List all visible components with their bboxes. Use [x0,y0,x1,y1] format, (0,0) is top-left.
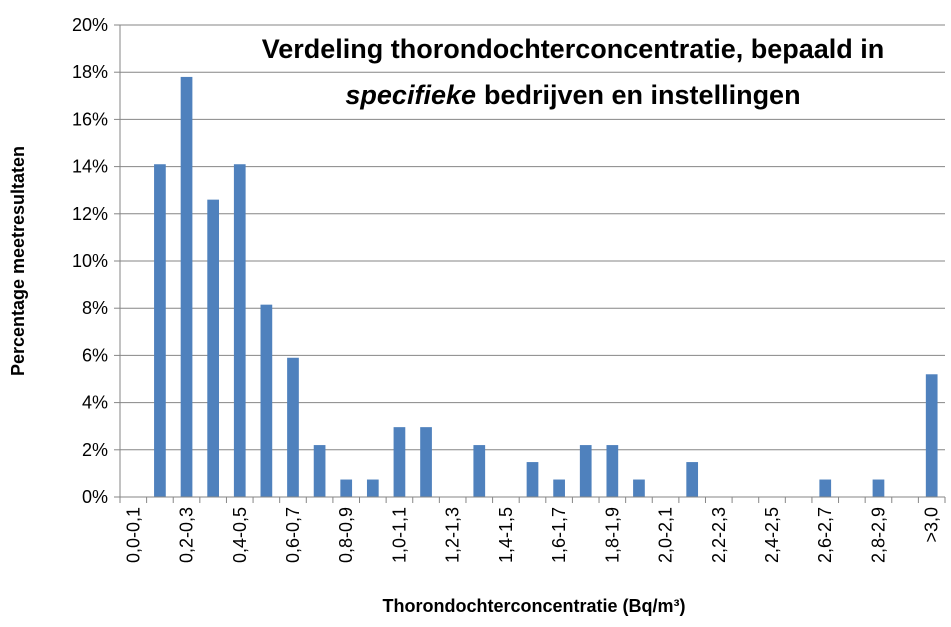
chart-title-rest: bedrijven en instellingen [484,80,801,110]
y-tick-label: 12% [72,204,108,224]
x-tick-label: 0,0-0,1 [123,507,143,563]
bar [553,479,565,497]
x-tick-label: 2,2-2,3 [709,507,729,563]
y-tick-label: 20% [72,15,108,35]
x-tick-label: 1,4-1,5 [496,507,516,563]
bar [233,164,246,498]
bar [872,479,885,497]
bar [579,445,592,497]
x-tick-label: 0,2-0,3 [177,507,197,563]
y-tick-label: 18% [72,62,108,82]
bar [366,479,379,497]
bar [287,357,299,497]
x-tick-label: 1,8-1,9 [602,507,622,563]
y-tick-label: 8% [82,298,108,318]
x-axis-label: Thorondochterconcentratie (Bq/m³) [382,596,685,616]
bar [260,304,273,497]
x-tick-label: 0,8-0,9 [336,507,356,563]
x-tick-label: 2,4-2,5 [762,507,782,563]
x-tick-label: 2,0-2,1 [656,507,676,563]
bar [473,445,486,497]
x-tick-label: 2,8-2,9 [868,507,888,563]
bar [606,445,619,497]
y-tick-label: 14% [72,157,108,177]
bar [420,427,432,497]
bar [313,445,326,497]
x-tick-label: 0,6-0,7 [283,507,303,563]
y-tick-label: 0% [82,487,108,507]
y-tick-label: 10% [72,251,108,271]
bar [180,76,193,498]
y-tick-label: 16% [72,109,108,129]
bar [819,479,832,497]
y-axis-label: Percentage meetresultaten [8,146,28,376]
x-tick-label: >3,0 [922,507,942,543]
x-tick-label: 1,6-1,7 [549,507,569,563]
bar [393,427,406,497]
bar [526,462,539,497]
x-tick-label: 1,0-1,1 [389,507,409,563]
y-tick-label: 4% [82,393,108,413]
bar [925,374,938,497]
bar [633,479,645,497]
chart-title-italic: specifieke [345,80,476,110]
x-tick-label: 1,2-1,3 [443,507,463,563]
x-tick-label: 0,4-0,5 [230,507,250,563]
bar [340,479,353,497]
bar [207,199,219,497]
y-tick-label: 2% [82,440,108,460]
bar [686,462,699,497]
chart-title: Verdeling thorondochterconcentratie, bep… [262,34,885,64]
y-tick-label: 6% [82,345,108,365]
chart-title: specifieke bedrijven en instellingen [345,80,800,110]
x-tick-label: 2,6-2,7 [815,507,835,563]
bar [154,164,166,498]
